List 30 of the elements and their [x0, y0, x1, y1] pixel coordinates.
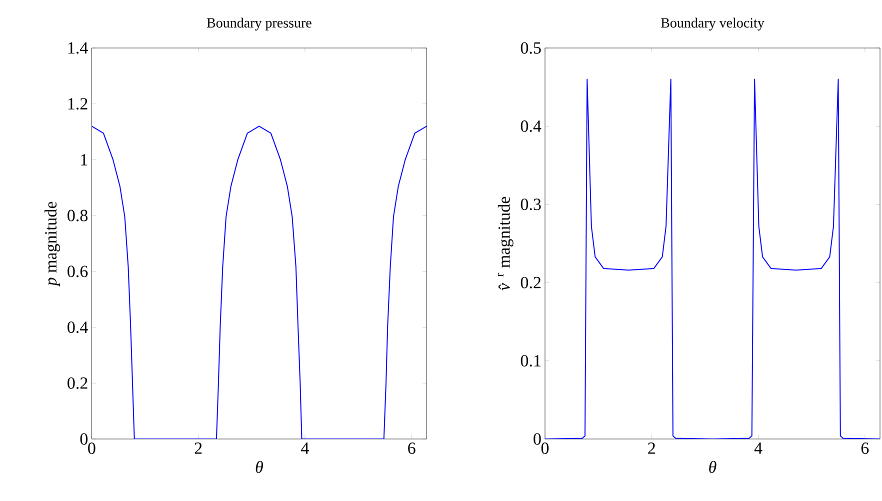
x-axis-title: θ — [709, 460, 716, 473]
y-tick-label: 0.2 — [520, 276, 541, 288]
y-tick-label: 0 — [80, 433, 88, 445]
x-tick-label: 0 — [541, 442, 549, 454]
y-tick-label: 1.4 — [68, 42, 88, 54]
line-series — [92, 126, 427, 439]
x-tick-label: 6 — [408, 442, 416, 454]
x-tick-label: 4 — [754, 442, 762, 454]
y-tick-label: 0.4 — [68, 322, 88, 334]
x-tick-label: 2 — [194, 442, 202, 454]
x-tick-label: 2 — [648, 442, 655, 454]
y-tick-label: 0.8 — [68, 210, 88, 222]
x-tick-label: 4 — [301, 442, 309, 454]
line-series — [545, 78, 880, 439]
y-tick-label: 1.2 — [68, 98, 88, 110]
y-tick-label: 0 — [534, 433, 541, 445]
x-tick-label: 0 — [88, 442, 96, 454]
x-axis-title: θ — [256, 460, 263, 473]
y-tick-label: 1 — [81, 154, 88, 166]
y-tick-label: 0.1 — [520, 355, 540, 367]
chart-title: Boundary pressure — [206, 18, 312, 30]
y-tick-label: 0.5 — [520, 42, 541, 54]
y-axis-title: p magnitude — [44, 202, 60, 287]
y-axis-title: v̂$^{r}$ magnitude — [498, 196, 514, 290]
chart-title: Boundary velocity — [661, 18, 764, 30]
y-tick-label: 0.2 — [68, 377, 88, 389]
y-tick-label: 0.4 — [520, 120, 542, 132]
x-tick-label: 6 — [861, 442, 869, 454]
y-tick-label: 0.3 — [520, 198, 541, 210]
y-tick-label: 0.6 — [68, 266, 88, 278]
